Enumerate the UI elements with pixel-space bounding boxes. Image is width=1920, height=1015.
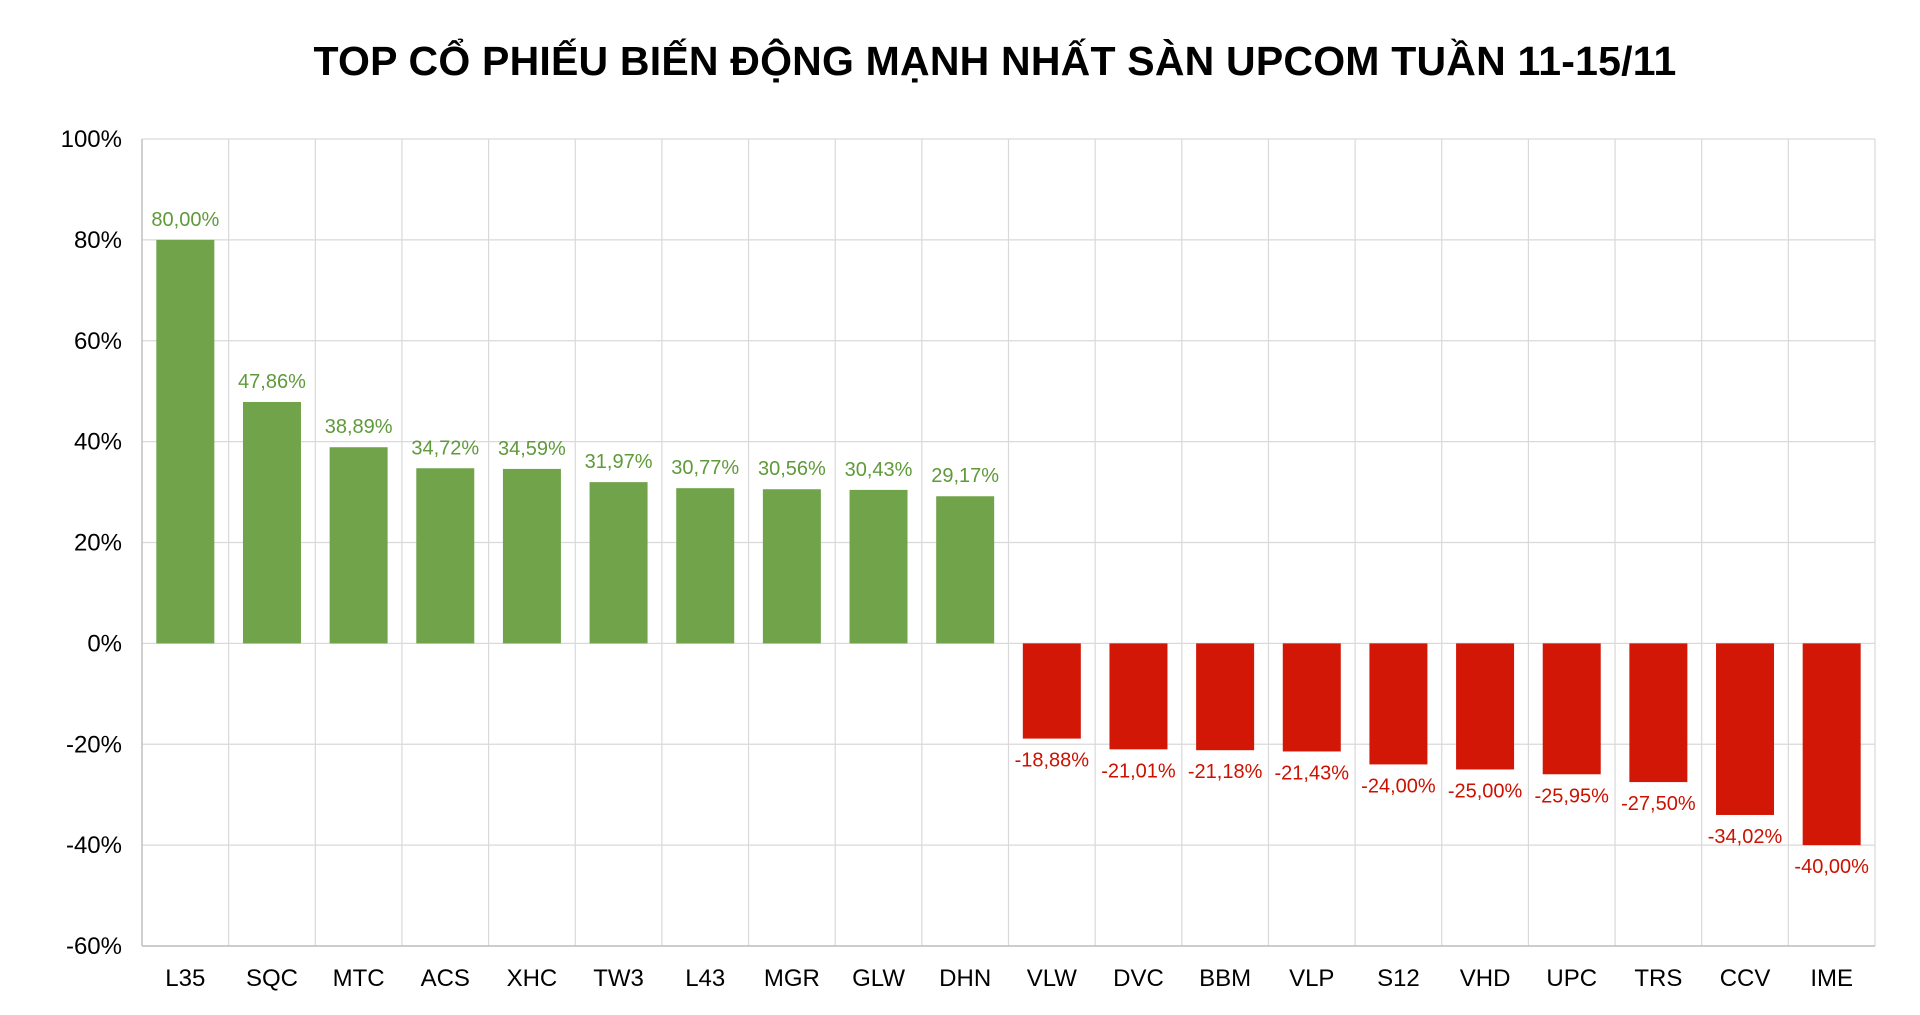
data-label-l35: 80,00% [151, 209, 219, 231]
data-label-vhd: -25,00% [1448, 780, 1523, 802]
x-tick-label-trs: TRS [1634, 965, 1682, 992]
bar-bbm [1196, 643, 1255, 751]
x-tick-label-upc: UPC [1546, 965, 1597, 992]
x-tick-label-mtc: MTC [333, 965, 385, 992]
data-label-vlp: -21,43% [1275, 762, 1350, 784]
bars [156, 239, 1861, 846]
data-label-upc: -25,95% [1534, 785, 1609, 807]
x-tick-label-bbm: BBM [1199, 965, 1251, 992]
data-label-s12: -24,00% [1361, 775, 1436, 797]
y-tick-label: -60% [66, 933, 122, 960]
data-label-l43: 30,77% [671, 457, 739, 479]
bar-upc [1542, 643, 1601, 775]
data-label-vlw: -18,88% [1015, 750, 1090, 772]
bar-xhc [502, 468, 561, 644]
data-label-xhc: 34,59% [498, 438, 566, 460]
bar-ime [1802, 643, 1861, 846]
bar-trs [1629, 643, 1688, 783]
axes: 100% 80% 60% 40% 20% 0% -20% -40% -60% L35 SQC MTC A… [61, 126, 1875, 992]
x-tick-label-l43: L43 [685, 965, 725, 992]
y-tick-label: 80% [74, 227, 122, 254]
bar-mtc [329, 447, 388, 644]
data-label-ime: -40,00% [1794, 856, 1869, 878]
data-label-tw3: 31,97% [585, 451, 653, 473]
y-tick-label: -20% [66, 731, 122, 758]
data-label-glw: 30,43% [845, 459, 913, 481]
bar-s12 [1369, 643, 1428, 765]
grid-lines [141, 138, 1876, 947]
data-label-dvc: -21,01% [1101, 760, 1176, 782]
y-tick-label: -40% [66, 832, 122, 859]
bar-l35 [156, 239, 215, 644]
data-label-bbm: -21,18% [1188, 761, 1263, 783]
x-tick-label-ccv: CCV [1720, 965, 1771, 992]
bar-glw [849, 489, 908, 644]
bar-dvc [1109, 643, 1168, 750]
x-tick-label-dvc: DVC [1113, 965, 1164, 992]
x-tick-label-dhn: DHN [939, 965, 991, 992]
y-tick-label: 40% [74, 429, 122, 456]
x-tick-label-sqc: SQC [246, 965, 298, 992]
bar-sqc [242, 401, 301, 644]
y-tick-label: 0% [87, 630, 122, 657]
x-tick-label-vhd: VHD [1460, 965, 1511, 992]
y-tick-label: 60% [74, 328, 122, 355]
data-label-acs: 34,72% [411, 437, 479, 459]
chart-title: TOP CỔ PHIẾU BIẾN ĐỘNG MẠNH NHẤT SÀN UPC… [313, 38, 1677, 84]
x-tick-label-vlw: VLW [1027, 965, 1078, 992]
x-tick-label-acs: ACS [421, 965, 470, 992]
x-tick-label-ime: IME [1810, 965, 1853, 992]
data-label-trs: -27,50% [1621, 793, 1696, 815]
y-tick-label: 100% [61, 126, 122, 153]
x-tick-label-tw3: TW3 [593, 965, 644, 992]
x-tick-label-xhc: XHC [507, 965, 558, 992]
bar-mgr [762, 489, 821, 644]
bar-vhd [1456, 643, 1515, 770]
data-label-ccv: -34,02% [1708, 826, 1783, 848]
bar-l43 [676, 488, 735, 644]
bar-acs [416, 468, 475, 644]
x-tick-label-s12: S12 [1377, 965, 1420, 992]
data-label-dhn: 29,17% [931, 465, 999, 487]
bar-dhn [936, 496, 995, 644]
x-tick-label-glw: GLW [852, 965, 905, 992]
x-tick-label-mgr: MGR [764, 965, 820, 992]
data-label-mtc: 38,89% [325, 416, 393, 438]
x-tick-label-l35: L35 [165, 965, 205, 992]
bar-vlp [1282, 643, 1341, 752]
data-labels: 80,00% 47,86% 38,89% 34,72% 34,59% 31,97% 30,7… [151, 209, 1869, 878]
data-label-mgr: 30,56% [758, 458, 826, 480]
bar-ccv [1716, 643, 1775, 815]
y-tick-label: 20% [74, 530, 122, 557]
data-label-sqc: 47,86% [238, 371, 306, 393]
x-tick-label-vlp: VLP [1289, 965, 1334, 992]
bar-vlw [1022, 643, 1081, 739]
bar-tw3 [589, 482, 648, 644]
